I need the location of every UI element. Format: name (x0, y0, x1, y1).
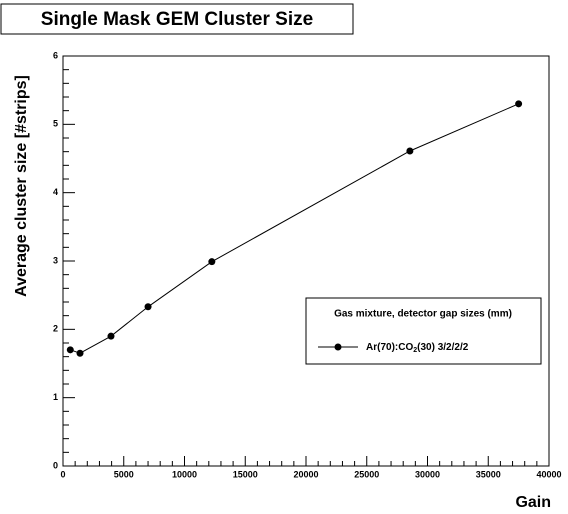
x-tick-label: 5000 (114, 469, 134, 479)
y-axis-label: Average cluster size [#strips] (13, 75, 30, 297)
legend-marker (334, 343, 342, 351)
y-tick-label: 1 (53, 392, 58, 402)
y-tick-label: 5 (53, 119, 58, 129)
data-point (107, 332, 115, 340)
y-tick-label: 3 (53, 255, 58, 265)
x-tick-label: 30000 (415, 469, 440, 479)
y-tick-label: 2 (53, 324, 58, 334)
data-point (66, 346, 74, 354)
legend-box (305, 297, 542, 365)
data-point (515, 100, 523, 108)
y-tick-label: 6 (53, 50, 58, 60)
x-tick-label: 25000 (354, 469, 379, 479)
data-point (406, 147, 414, 155)
data-point (208, 258, 216, 266)
x-axis-label: Gain (515, 494, 551, 511)
x-tick-label: 10000 (172, 469, 197, 479)
x-tick-label: 40000 (536, 469, 561, 479)
x-tick-label: 35000 (476, 469, 501, 479)
legend-label: Ar(70):CO2(30) 3/2/2/2 (366, 342, 469, 355)
chart-title: Single Mask GEM Cluster Size (41, 9, 313, 30)
plot-frame (62, 55, 550, 467)
x-tick-label: 0 (60, 469, 65, 479)
title-box (0, 3, 354, 35)
x-tick-label: 20000 (293, 469, 318, 479)
data-point (76, 349, 84, 357)
data-point (144, 303, 152, 311)
legend-title: Gas mixture, detector gap sizes (mm) (334, 309, 512, 320)
y-tick-label: 4 (53, 187, 58, 197)
y-tick-label: 0 (53, 460, 58, 470)
x-tick-label: 15000 (233, 469, 258, 479)
